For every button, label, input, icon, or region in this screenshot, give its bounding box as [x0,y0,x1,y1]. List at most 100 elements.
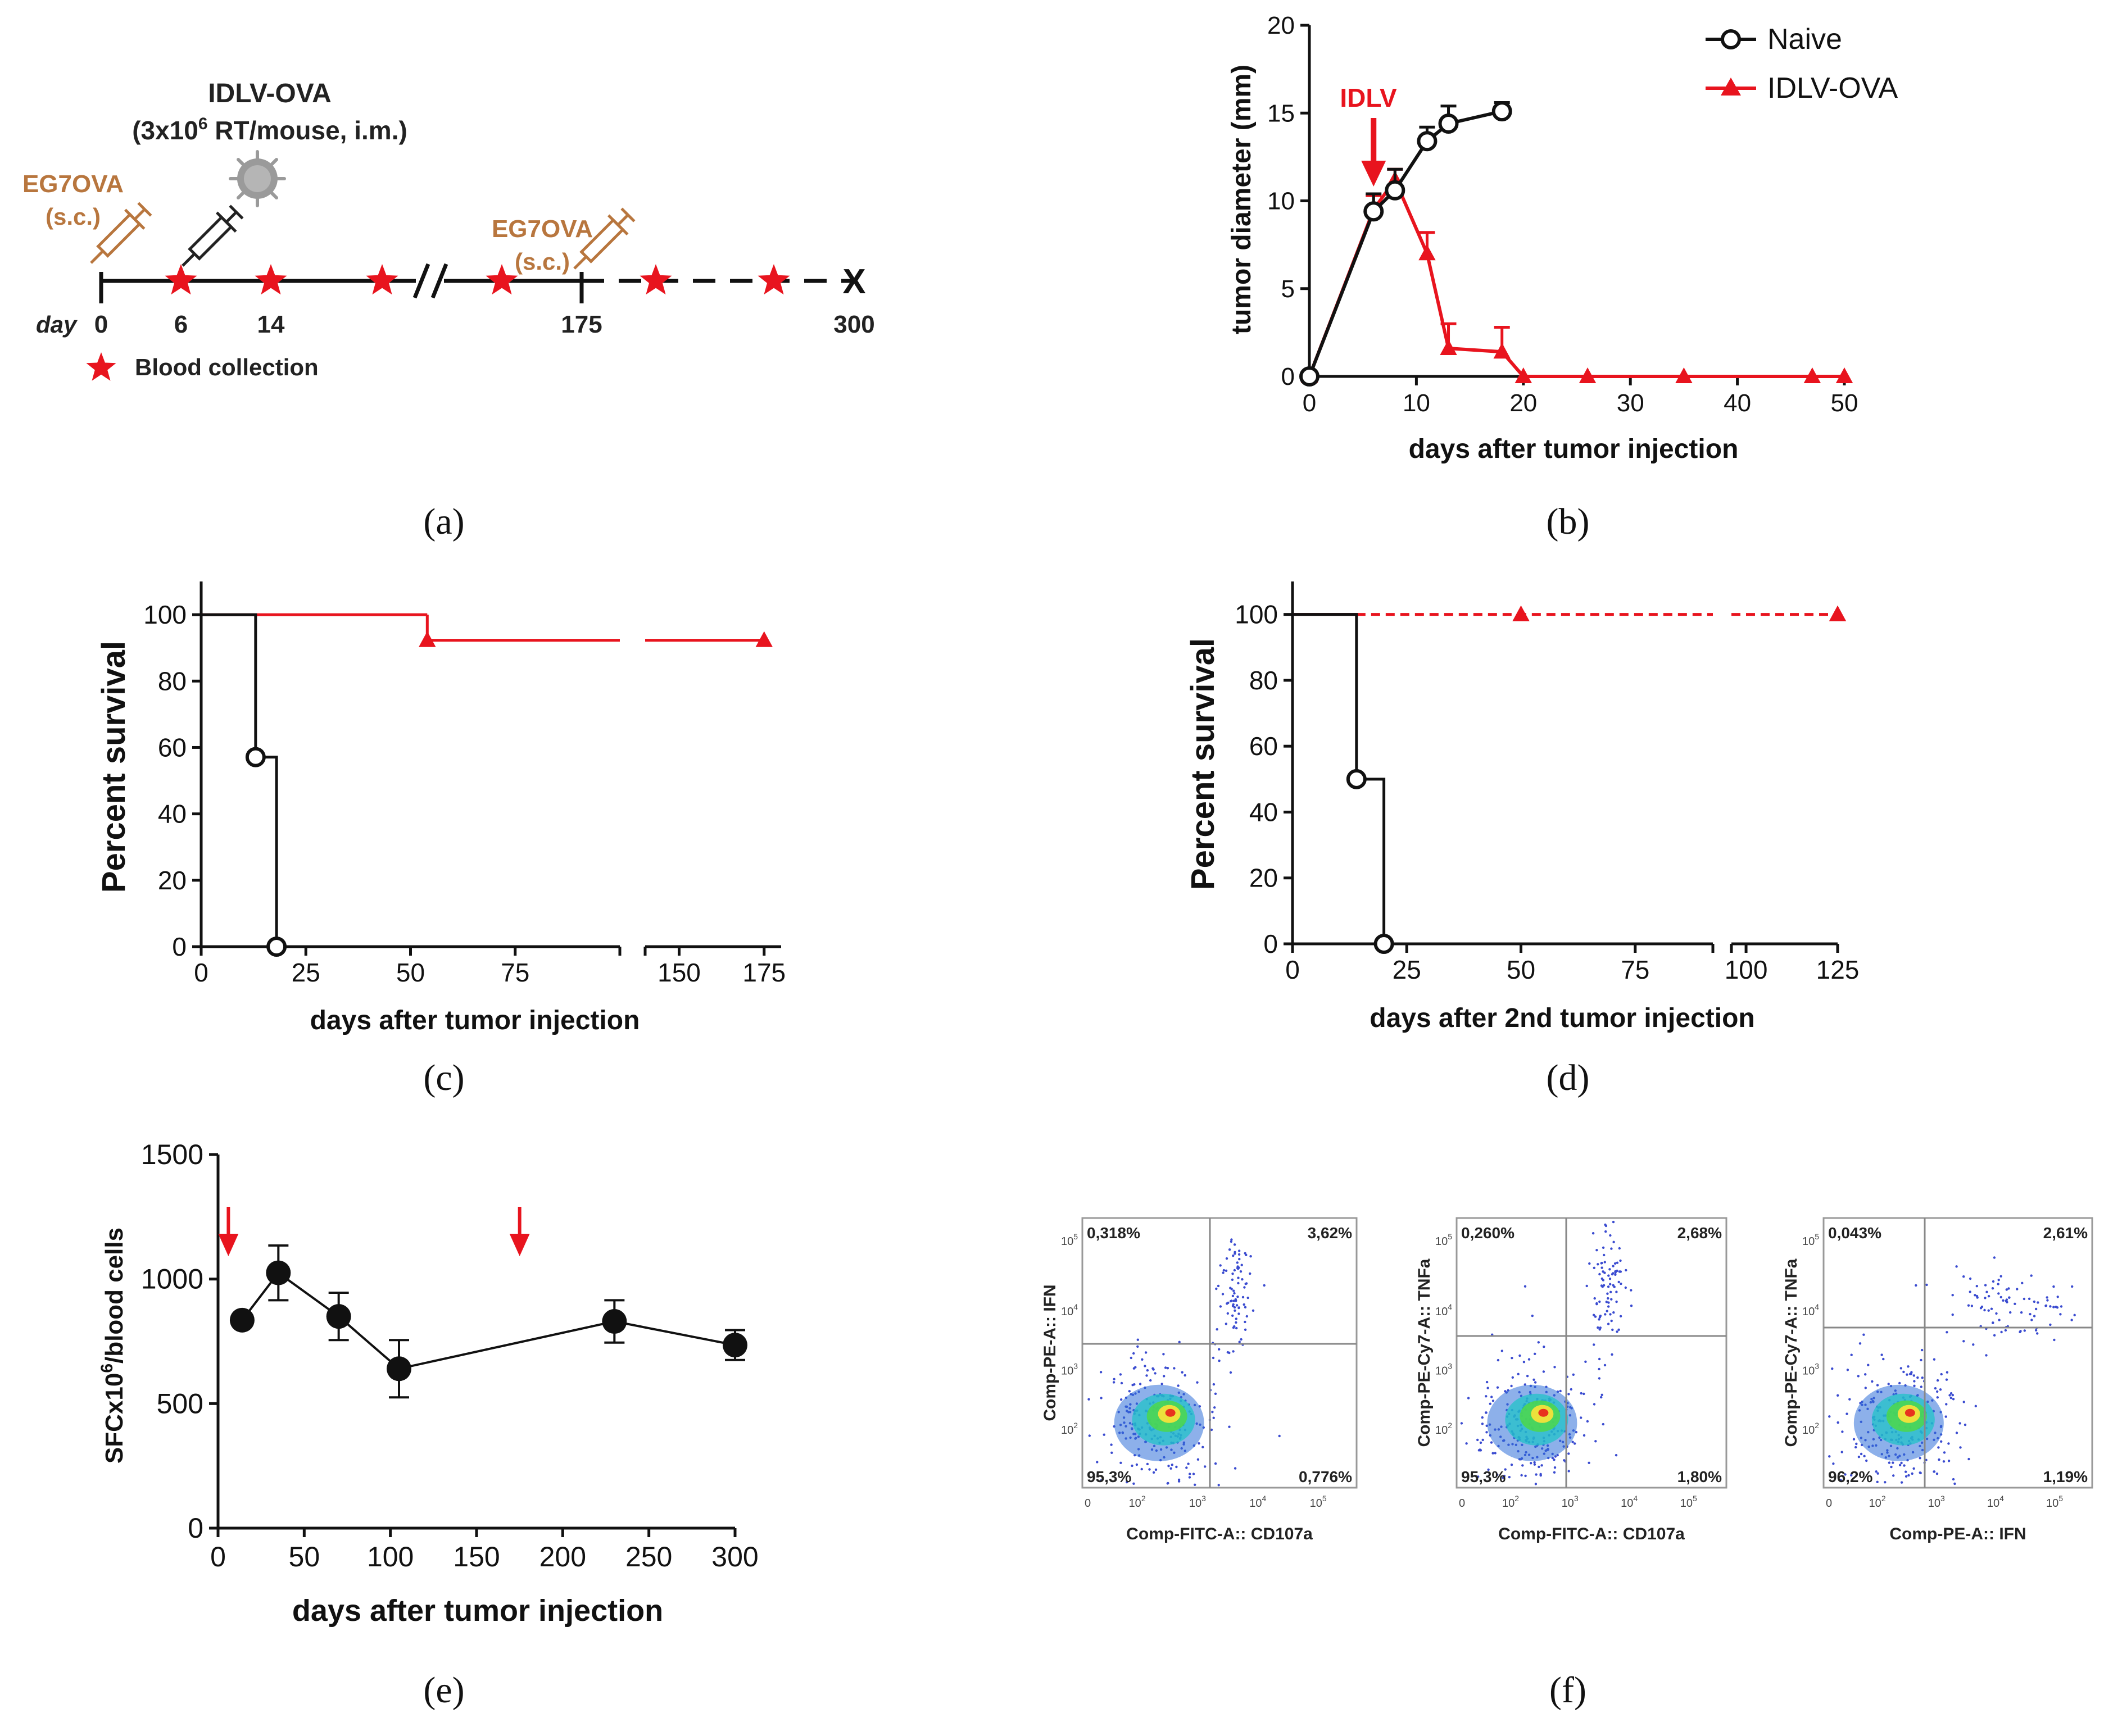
flow-event-dp [1594,1315,1597,1318]
flow-event-dp [1609,1283,1612,1285]
flow-event-dp [2036,1332,2039,1335]
panel-e-point [723,1333,747,1358]
panel-b-point-idlv [1579,367,1597,383]
flow-event [1898,1381,1901,1385]
flow-event [1502,1476,1505,1479]
flow-event [1586,1420,1589,1423]
flow-event-dp [1998,1319,2001,1321]
panel-e-x-tick-label: 100 [367,1541,414,1573]
flow-event-dp [2020,1311,2023,1314]
flow-event [1500,1349,1503,1352]
flow-event-dp [1624,1286,1627,1289]
panel-b-x-tick-label: 50 [1831,389,1858,417]
flow-event [1855,1442,1858,1446]
flow-event-dp [1598,1357,1601,1361]
panel-e-point [387,1356,411,1381]
flow-event-dp [1612,1220,1615,1224]
timeline-tick-0: 0 [94,311,108,338]
flow-event-dp [1218,1348,1221,1351]
flow-event [1477,1475,1480,1478]
panel-d-naive-marker [1373,934,1394,954]
flow-x-zero-label: 0 [1459,1497,1465,1510]
panel-c-naive-marker [266,937,287,957]
flow-event-dp [1612,1240,1615,1243]
panel-b-tumor-diameter-chart: tumor diameter (mm) days after tumor inj… [1227,12,1898,464]
flow-plot-frame [1455,1217,1727,1489]
tumor-route-2: (s.c.) [515,248,570,275]
flow-event [1580,1416,1582,1419]
flow-event [1169,1467,1172,1470]
flow-event-dp [1234,1252,1236,1255]
flow-event-dp [1601,1285,1604,1288]
flow-event [1099,1479,1103,1482]
flow-event [1570,1388,1572,1391]
flow-event-dp [1221,1293,1225,1296]
panel-b-xlabel: days after tumor injection [1409,434,1739,464]
flow-event [1234,1467,1237,1470]
panel-c-y-tick-label: 0 [172,932,187,961]
flow-event-dp [1588,1262,1591,1265]
flow-x-tick-label: 102 [1502,1494,1519,1510]
flow-event-dp [1228,1248,1231,1251]
flow-event [1946,1331,1948,1334]
flow-event [1538,1465,1540,1469]
panel-b-y-tick-label: 5 [1281,275,1295,303]
flow-event [1120,1381,1123,1385]
flow-event-dp [1612,1265,1615,1267]
flow-event-dp [1969,1290,1971,1293]
flow-event [1913,1384,1916,1387]
flow-event-dp [2033,1300,2036,1303]
flow-x-axis-label: Comp-FITC-A:: CD107a [1126,1525,1313,1543]
flow-event-dp [1226,1312,1229,1315]
flow-event-dp [1613,1285,1616,1288]
flow-event [1876,1472,1879,1475]
syringe-icon-1 [90,202,152,264]
flow-event [1936,1396,1939,1399]
flow-event [1907,1474,1910,1477]
panel-e-point [266,1260,291,1285]
flow-event [1593,1403,1596,1406]
flow-event [1132,1352,1135,1355]
timeline-tick-14: 14 [257,311,285,338]
flow-event [1921,1376,1924,1379]
flow-event-dp [1614,1273,1617,1276]
flow-event [1572,1373,1575,1376]
flow-event [1164,1366,1167,1369]
flow-event-dp [1983,1308,1986,1312]
panel-b-legend: Naive IDLV-OVA [1706,23,1898,104]
flow-event [1491,1399,1495,1402]
flow-event-dp [1602,1246,1605,1249]
panel-b-y-tick-label: 20 [1267,12,1295,39]
flow-event [1184,1374,1186,1377]
flow-event [1096,1461,1099,1464]
flow-event [1491,1452,1494,1455]
flow-event [1615,1454,1618,1457]
flow-event [1598,1367,1600,1371]
flow-event-dp [1984,1284,1987,1287]
flow-event-dp [1602,1270,1604,1273]
flow-event-dp [1228,1351,1231,1355]
flow-event [1945,1378,1948,1381]
flow-event [1884,1481,1887,1484]
flow-event-dp [1225,1269,1228,1272]
flow-event [1145,1374,1148,1377]
flow-event-dp [2030,1274,2033,1277]
flow-x-zero-label: 0 [1085,1497,1091,1510]
flow-event [1864,1387,1867,1389]
flow-event [1900,1461,1903,1465]
flow-event-dp [1606,1292,1609,1295]
panel-b-point-idlv [1493,343,1511,359]
flow-event [1899,1367,1902,1370]
flow-event [1204,1465,1207,1468]
flow-event-dp [1611,1353,1613,1356]
flow-event [1920,1358,1922,1362]
flow-event-dp [1630,1289,1633,1292]
flow-y-tick-label: 104 [1435,1302,1452,1318]
flow-event [1964,1423,1967,1426]
flow-event-dp [1615,1300,1618,1303]
flow-event [1887,1383,1890,1385]
flow-event-dp [2023,1297,2026,1301]
flow-event-dp [1608,1278,1612,1280]
flow-event [1574,1442,1576,1445]
flow-event-dp [1245,1315,1248,1318]
